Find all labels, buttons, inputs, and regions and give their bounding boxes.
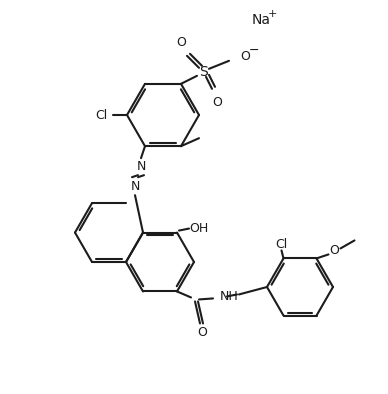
Text: Cl: Cl (275, 238, 288, 251)
Text: Na: Na (252, 13, 271, 27)
Text: O: O (176, 36, 186, 49)
Text: OH: OH (189, 222, 209, 235)
Text: +: + (268, 9, 277, 19)
Text: NH: NH (220, 290, 239, 303)
Text: −: − (249, 44, 260, 57)
Text: O: O (212, 96, 222, 109)
Text: O: O (329, 244, 340, 257)
Text: O: O (197, 326, 207, 339)
Text: S: S (199, 65, 207, 79)
Text: Cl: Cl (95, 108, 107, 121)
Text: O: O (240, 50, 250, 63)
Text: N: N (136, 160, 146, 173)
Text: N: N (130, 180, 140, 193)
